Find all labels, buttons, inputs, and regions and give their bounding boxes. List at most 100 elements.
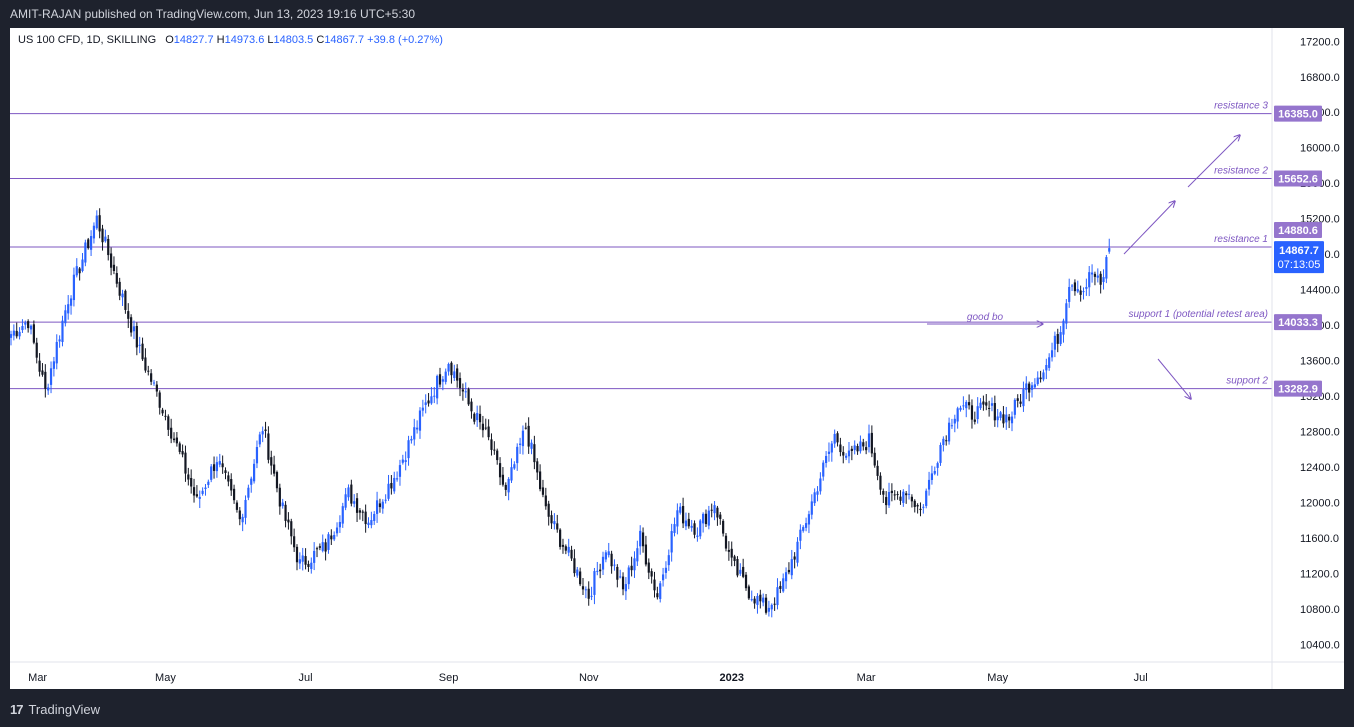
candle-body xyxy=(813,492,816,504)
candle-body xyxy=(381,501,384,509)
candle-body xyxy=(704,513,708,525)
candle-body xyxy=(250,478,253,485)
candle-body xyxy=(756,595,759,605)
candle-body xyxy=(845,455,848,458)
candle-body xyxy=(762,597,765,603)
chart-area[interactable]: resistance 3 resistance 2 resistance 1 supp… xyxy=(10,28,1344,689)
candle-body xyxy=(278,487,281,507)
candle-body xyxy=(850,448,853,452)
candle-body xyxy=(370,520,373,526)
y-tick-label: 11600.0 xyxy=(1300,533,1339,545)
candle-body xyxy=(902,491,905,503)
candle-body xyxy=(968,402,971,406)
candle-body xyxy=(107,238,110,256)
level-annotation: support 1 (potential retest area) xyxy=(1128,309,1268,320)
candle-body xyxy=(1068,286,1071,302)
candle-body xyxy=(667,555,670,566)
candle-body xyxy=(341,506,344,524)
candle-body xyxy=(1050,350,1054,358)
candle-body xyxy=(856,445,859,452)
candlestick-chart[interactable]: resistance 3 resistance 2 resistance 1 supp… xyxy=(10,28,1344,689)
candle-body xyxy=(192,487,196,496)
candle-body xyxy=(267,433,270,460)
candle-body xyxy=(653,579,656,591)
candle-body xyxy=(736,558,739,576)
candle-body xyxy=(44,371,47,389)
candle-body xyxy=(172,438,176,441)
candle-body xyxy=(327,534,330,550)
candle-body xyxy=(141,343,144,360)
x-tick-label: May xyxy=(987,672,1008,684)
candle-body xyxy=(896,494,899,496)
tradingview-brand[interactable]: 17 TradingView xyxy=(10,702,100,717)
candle-body xyxy=(235,502,239,510)
candle-body xyxy=(925,490,928,506)
x-tick-label: May xyxy=(155,672,176,684)
candle-body xyxy=(870,432,873,454)
candle-body xyxy=(430,396,433,404)
candle-body xyxy=(132,326,136,332)
candle-body xyxy=(433,395,436,397)
candle-body xyxy=(636,548,639,562)
candle-body xyxy=(95,215,98,229)
y-tick-label: 16800.0 xyxy=(1300,72,1340,84)
high-key: H xyxy=(216,34,225,46)
candle-body xyxy=(521,430,525,447)
candle-body xyxy=(670,531,673,553)
candle-body xyxy=(1099,273,1102,285)
candle-body xyxy=(150,373,153,382)
candle-body xyxy=(913,500,916,507)
level-price-label: 15652.6 xyxy=(1278,174,1318,186)
x-tick-label: Jul xyxy=(299,672,313,684)
candle-body xyxy=(164,415,167,417)
candle-body xyxy=(550,515,553,524)
candle-body xyxy=(936,463,939,468)
candle-body xyxy=(839,444,842,453)
candle-body xyxy=(253,463,256,482)
countdown-label: 07:13:05 xyxy=(1278,259,1321,271)
candle-body xyxy=(333,534,336,540)
candle-body xyxy=(290,521,293,537)
candle-body xyxy=(1065,303,1068,324)
candle-body xyxy=(561,544,565,547)
candle-body xyxy=(684,520,688,527)
candle-body xyxy=(604,552,607,560)
open-key: O xyxy=(165,34,174,46)
candle-body xyxy=(1053,335,1056,350)
candle-body xyxy=(118,281,121,296)
candle-body xyxy=(922,506,925,508)
candle-body xyxy=(201,490,204,494)
candle-body xyxy=(393,477,396,492)
candle-body xyxy=(438,374,442,385)
candle-body xyxy=(175,437,178,444)
candle-body xyxy=(842,451,845,456)
candle-body xyxy=(416,427,419,430)
candle-body xyxy=(1016,398,1019,401)
y-tick-label: 17200.0 xyxy=(1300,36,1340,48)
candle-body xyxy=(990,403,994,406)
candle-body xyxy=(596,570,599,572)
candle-body xyxy=(1028,383,1031,393)
level-price-badge xyxy=(1274,221,1322,238)
candle-body xyxy=(702,513,705,524)
level-annotation: support 2 xyxy=(1226,376,1268,387)
candle-body xyxy=(101,228,104,243)
candle-body xyxy=(1025,383,1028,391)
candle-body xyxy=(564,546,567,551)
low-key: L xyxy=(267,34,274,46)
candle-body xyxy=(307,563,310,567)
candle-body xyxy=(504,484,507,490)
y-tick-label: 12400.0 xyxy=(1300,462,1340,474)
candle-body xyxy=(270,457,273,466)
candle-body xyxy=(1005,414,1008,423)
candle-body xyxy=(69,298,73,306)
candle-body xyxy=(92,225,96,239)
candle-body xyxy=(999,412,1002,418)
candle-body xyxy=(275,472,279,489)
candle-body xyxy=(965,402,968,409)
candle-body xyxy=(304,556,307,565)
candle-body xyxy=(130,317,133,333)
candle-body xyxy=(541,487,545,495)
candle-body xyxy=(498,463,502,478)
candle-body xyxy=(375,500,379,514)
